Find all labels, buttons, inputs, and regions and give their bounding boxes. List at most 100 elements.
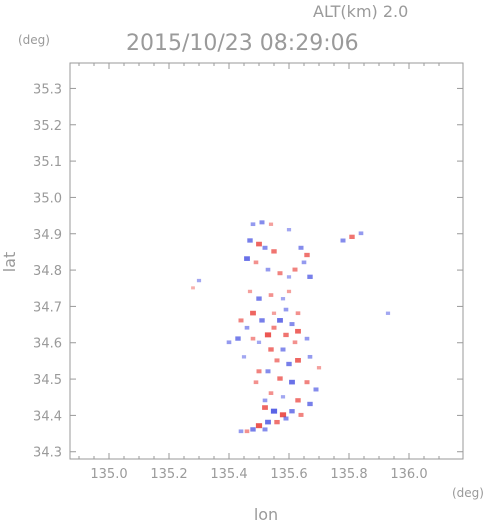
data-point (286, 361, 292, 367)
plot-area-frame (69, 62, 464, 460)
data-point (304, 252, 310, 258)
data-point (316, 366, 322, 370)
y-tick-label: 35.2 (33, 119, 62, 134)
data-point (286, 289, 292, 294)
data-point (262, 245, 268, 250)
chart-subtitle: ALT(km) 2.0 (313, 2, 408, 21)
data-point (196, 278, 202, 283)
x-tick-label: 135.6 (270, 467, 307, 482)
y-tick-label: 34.6 (33, 337, 62, 352)
data-point (304, 380, 310, 385)
data-point (191, 286, 195, 290)
y-tick-label: 35.0 (33, 191, 62, 206)
data-point (244, 429, 250, 434)
data-point (295, 358, 301, 363)
y-tick-label: 34.8 (33, 264, 62, 279)
y-tick-label: 35.1 (33, 155, 62, 170)
data-point (283, 332, 289, 338)
x-tick-label: 135.0 (90, 467, 127, 482)
data-point (247, 289, 253, 294)
data-point (259, 220, 265, 225)
data-point (313, 387, 319, 392)
data-point (262, 427, 268, 432)
data-point (358, 231, 364, 236)
data-point (289, 379, 295, 385)
data-point (301, 260, 307, 265)
data-point (289, 322, 295, 327)
data-point (265, 369, 271, 374)
data-point (307, 401, 313, 407)
x-tick-label: 136.0 (390, 467, 427, 482)
x-axis-unit: (deg) (452, 486, 484, 500)
data-point (279, 412, 287, 418)
data-point (250, 310, 256, 316)
data-point (244, 325, 250, 330)
data-point (307, 274, 313, 279)
data-point (280, 395, 286, 399)
y-tick-label: 34.4 (33, 409, 62, 424)
data-point (270, 408, 278, 414)
data-point (259, 318, 265, 323)
data-point (286, 275, 292, 279)
data-point (250, 222, 256, 227)
data-point (244, 256, 250, 261)
data-point (271, 249, 277, 254)
data-point (298, 412, 304, 417)
data-points (191, 220, 391, 434)
data-point (226, 340, 232, 345)
data-point (256, 369, 262, 374)
data-point (286, 228, 292, 232)
chart-title: 2015/10/23 08:29:06 (126, 31, 359, 56)
data-point (256, 340, 262, 345)
data-point (268, 347, 274, 352)
data-point (349, 234, 355, 240)
data-point (289, 409, 295, 414)
data-point (265, 419, 271, 425)
data-point (268, 222, 274, 226)
x-tick-label: 135.2 (150, 467, 187, 482)
data-point (304, 336, 310, 341)
data-point (238, 318, 244, 323)
data-point (277, 318, 283, 323)
data-point (295, 311, 301, 316)
data-point (264, 332, 272, 338)
data-point (253, 380, 259, 385)
data-point (277, 271, 283, 276)
axis-ticks: 135.0 135.2 135.4 135.6 135.8 136.0 34.3 34.4 34… (33, 63, 463, 482)
data-point (283, 307, 289, 312)
data-point (241, 355, 247, 359)
data-point (283, 416, 289, 421)
y-tick-label: 34.5 (33, 373, 62, 388)
data-point (295, 398, 301, 403)
data-point (235, 336, 241, 341)
data-point (271, 325, 277, 330)
y-tick-label: 34.9 (33, 228, 62, 243)
x-tick-label: 135.4 (210, 467, 247, 482)
data-point (292, 340, 298, 345)
data-point (255, 423, 263, 429)
data-point (250, 336, 256, 341)
y-axis-label: lat (0, 252, 19, 273)
y-tick-label: 35.3 (33, 82, 62, 97)
data-point (256, 296, 262, 301)
data-point (307, 354, 313, 359)
data-point (253, 260, 259, 265)
data-point (274, 358, 280, 363)
data-point (274, 419, 280, 425)
data-point (298, 245, 304, 250)
y-tick-label: 34.3 (33, 446, 62, 461)
data-point (271, 311, 277, 315)
data-point (280, 297, 286, 301)
data-point (265, 267, 271, 272)
data-point (262, 398, 268, 403)
data-point (247, 238, 253, 243)
data-point (340, 238, 346, 243)
data-point (268, 391, 274, 395)
data-point (292, 267, 298, 272)
x-axis-label: lon (254, 505, 278, 521)
data-point (256, 241, 262, 247)
data-point (295, 328, 301, 334)
data-point (268, 293, 274, 297)
y-axis-unit: (deg) (18, 33, 50, 47)
